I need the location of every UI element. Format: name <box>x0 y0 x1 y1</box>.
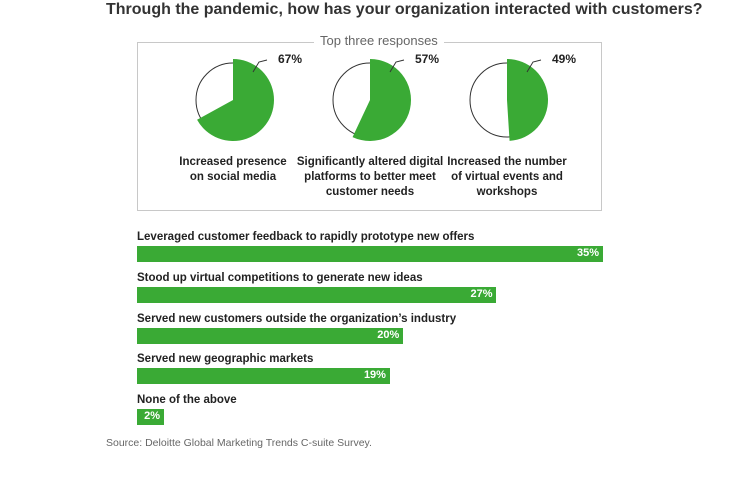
source-note: Source: Deloitte Global Marketing Trends… <box>106 437 372 449</box>
chart-title: Through the pandemic, how has your organ… <box>106 1 703 18</box>
pie-value-label: 57% <box>415 52 440 66</box>
bar-label: Served new customers outside the organiz… <box>137 313 457 325</box>
pie-value-label: 49% <box>552 52 577 66</box>
pie-leader-line <box>526 59 542 73</box>
bar: 19% <box>137 368 390 384</box>
bar-label: None of the above <box>137 394 237 406</box>
pie-caption: Increased presence on social media <box>179 156 287 183</box>
bar-label: Served new geographic markets <box>137 353 314 365</box>
bar: 20% <box>137 328 404 344</box>
pie-value-label: 67% <box>278 52 303 66</box>
pie-caption: Increased the number of virtual events a… <box>447 156 567 198</box>
bar-value-label: 19% <box>363 369 386 381</box>
pie-1 <box>195 59 274 141</box>
pie-caption: Significantly altered digital platforms … <box>296 156 444 198</box>
pie-slice <box>197 59 274 141</box>
pie-2 <box>332 59 411 141</box>
pie-leader-line <box>389 59 405 73</box>
bar-value-label: 2% <box>144 410 160 422</box>
pie-slice <box>352 59 411 141</box>
pie-slice <box>507 59 548 141</box>
bar-label: Stood up virtual competitions to generat… <box>137 272 423 284</box>
bar-value-label: 35% <box>576 247 599 259</box>
pie-leader-line <box>252 59 268 73</box>
bar: 2% <box>137 409 164 425</box>
top-responses-label: Top three responses <box>314 33 444 48</box>
bar: 27% <box>137 287 497 303</box>
bar-label: Leveraged customer feedback to rapidly p… <box>137 231 475 243</box>
bar: 35% <box>137 246 603 262</box>
bar-value-label: 27% <box>470 288 493 300</box>
pie-3 <box>469 59 548 141</box>
bar-value-label: 20% <box>377 329 400 341</box>
